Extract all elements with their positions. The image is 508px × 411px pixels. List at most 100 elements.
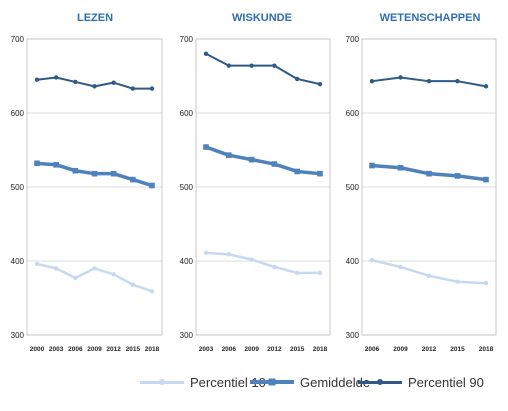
y-tick-lezen-600: 600 — [11, 109, 25, 118]
y-tick-wiskunde-500: 500 — [180, 183, 194, 192]
point-wiskunde-percentiel-10-2009 — [249, 257, 254, 262]
y-tick-lezen-300: 300 — [11, 331, 25, 340]
y-tick-wetenschappen-600: 600 — [346, 109, 360, 118]
point-wiskunde-percentiel-10-2006 — [226, 252, 231, 257]
x-tick-wiskunde-2003: 2003 — [199, 346, 214, 353]
point-wiskunde-percentiel-90-2015 — [295, 76, 300, 82]
x-tick-lezen-2018: 2018 — [145, 346, 160, 353]
point-wiskunde-percentiel-10-2012 — [272, 264, 277, 270]
x-tick-wiskunde-2018: 2018 — [313, 346, 328, 353]
legend-item-percentiel-10: Percentiel 10 — [140, 372, 266, 392]
point-wetenschappen-percentiel-10-2018 — [483, 281, 489, 286]
point-lezen-percentiel-90-2012 — [111, 80, 116, 85]
point-lezen-percentiel-10-2003 — [53, 266, 59, 271]
point-wetenschappen-gemiddelde-2012 — [426, 170, 432, 177]
point-lezen-percentiel-10-2018 — [149, 289, 155, 294]
point-wetenschappen-percentiel-90-2006 — [369, 78, 375, 84]
point-wetenschappen-percentiel-10-2006 — [369, 258, 375, 263]
point-wiskunde-percentiel-90-2018 — [317, 81, 323, 87]
point-lezen-gemiddelde-2003 — [53, 162, 59, 168]
y-tick-wiskunde-600: 600 — [180, 109, 194, 118]
y-tick-wiskunde-300: 300 — [180, 331, 194, 340]
plot-area-lezen — [26, 38, 163, 336]
legend-item-percentiel-90: Percentiel 90 — [358, 372, 484, 392]
point-wetenschappen-percentiel-10-2009 — [398, 264, 403, 270]
point-wiskunde-gemiddelde-2003 — [203, 144, 209, 150]
x-tick-lezen-2003: 2003 — [49, 346, 64, 353]
x-tick-wetenschappen-2015: 2015 — [450, 346, 465, 353]
point-lezen-percentiel-90-2006 — [73, 79, 78, 85]
x-tick-lezen-2012: 2012 — [106, 346, 121, 353]
point-wiskunde-gemiddelde-2018 — [317, 170, 323, 177]
charts-area: LEZEN 300 400 500 600 700 2000 2003 2006 2009 2012… — [11, 12, 497, 353]
legend: Percentiel 10 Gemiddelde Percentiel 90 — [140, 372, 500, 392]
point-lezen-percentiel-90-2000 — [34, 77, 40, 82]
x-tick-wetenschappen-2006: 2006 — [365, 346, 380, 353]
point-lezen-gemiddelde-2012 — [110, 170, 117, 177]
point-lezen-percentiel-90-2003 — [53, 75, 59, 80]
point-wiskunde-gemiddelde-2012 — [271, 161, 278, 167]
y-tick-lezen-500: 500 — [11, 183, 25, 192]
point-wiskunde-percentiel-90-2009 — [249, 63, 254, 68]
series-line-wiskunde-percentiel-90 — [205, 52, 321, 86]
x-tick-wetenschappen-2018: 2018 — [479, 346, 494, 353]
point-lezen-percentiel-10-2006 — [73, 275, 78, 281]
series-line-wiskunde-gemiddelde — [205, 145, 321, 176]
point-wiskunde-percentiel-10-2018 — [317, 270, 323, 276]
panel-title-wiskunde: WISKUNDE — [232, 12, 292, 24]
point-wetenschappen-percentiel-90-2018 — [483, 84, 489, 89]
point-wetenschappen-gemiddelde-2018 — [483, 176, 489, 183]
point-wetenschappen-gemiddelde-2015 — [454, 173, 461, 179]
point-lezen-percentiel-90-2018 — [149, 86, 155, 91]
x-tick-wiskunde-2009: 2009 — [244, 346, 259, 353]
y-tick-lezen-700: 700 — [11, 35, 25, 44]
x-tick-wiskunde-2015: 2015 — [290, 346, 305, 353]
point-wetenschappen-gemiddelde-2006 — [369, 162, 375, 169]
point-lezen-gemiddelde-2015 — [130, 176, 136, 183]
point-wiskunde-percentiel-90-2003 — [203, 51, 209, 56]
y-tick-lezen-400: 400 — [11, 257, 25, 266]
point-wetenschappen-percentiel-90-2009 — [398, 75, 403, 80]
x-tick-lezen-2006: 2006 — [68, 346, 83, 353]
legend-item-gemiddelde: Gemiddelde — [250, 372, 370, 392]
point-wiskunde-percentiel-90-2012 — [272, 63, 277, 68]
point-lezen-percentiel-10-2009 — [92, 266, 97, 271]
y-tick-wetenschappen-500: 500 — [346, 183, 360, 192]
point-wiskunde-gemiddelde-2009 — [248, 156, 255, 163]
point-wiskunde-percentiel-10-2003 — [203, 250, 209, 256]
x-tick-wiskunde-2012: 2012 — [267, 346, 282, 353]
point-lezen-gemiddelde-2006 — [72, 167, 79, 174]
x-tick-lezen-2015: 2015 — [126, 346, 141, 353]
point-lezen-gemiddelde-2018 — [149, 182, 155, 189]
series-line-wiskunde-percentiel-10 — [205, 251, 320, 275]
series-line-wetenschappen-percentiel-10 — [371, 259, 487, 285]
y-tick-wetenschappen-300: 300 — [346, 331, 360, 340]
point-wetenschappen-percentiel-10-2015 — [455, 279, 460, 284]
point-lezen-percentiel-90-2015 — [130, 86, 136, 91]
legend-swatch-percentiel-90 — [358, 372, 402, 392]
x-tick-lezen-2009: 2009 — [87, 346, 102, 353]
y-tick-wiskunde-400: 400 — [180, 257, 194, 266]
legend-label-percentiel-10: Percentiel 10 — [190, 374, 266, 390]
panel-title-lezen: LEZEN — [77, 12, 113, 24]
x-tick-wetenschappen-2012: 2012 — [422, 346, 437, 353]
point-lezen-gemiddelde-2000 — [34, 160, 40, 167]
point-lezen-percentiel-90-2009 — [92, 84, 97, 89]
point-lezen-gemiddelde-2009 — [91, 170, 98, 177]
legend-swatch-gemiddelde — [250, 372, 294, 392]
legend-swatch-percentiel-10 — [140, 372, 184, 392]
point-wiskunde-gemiddelde-2006 — [226, 152, 232, 158]
point-lezen-percentiel-10-2015 — [130, 282, 136, 287]
x-tick-lezen-2000: 2000 — [30, 346, 45, 353]
y-tick-wetenschappen-400: 400 — [346, 257, 360, 266]
point-lezen-percentiel-10-2000 — [34, 261, 40, 267]
x-tick-wetenschappen-2009: 2009 — [393, 346, 408, 353]
point-lezen-percentiel-10-2012 — [111, 272, 116, 277]
y-tick-wetenschappen-700: 700 — [346, 35, 360, 44]
legend-label-gemiddelde: Gemiddelde — [300, 374, 371, 390]
point-wetenschappen-percentiel-90-2015 — [455, 78, 460, 84]
point-wiskunde-percentiel-10-2015 — [295, 270, 300, 276]
point-wetenschappen-gemiddelde-2009 — [397, 164, 404, 171]
point-wiskunde-percentiel-90-2006 — [226, 63, 231, 68]
y-tick-wiskunde-700: 700 — [180, 35, 194, 44]
